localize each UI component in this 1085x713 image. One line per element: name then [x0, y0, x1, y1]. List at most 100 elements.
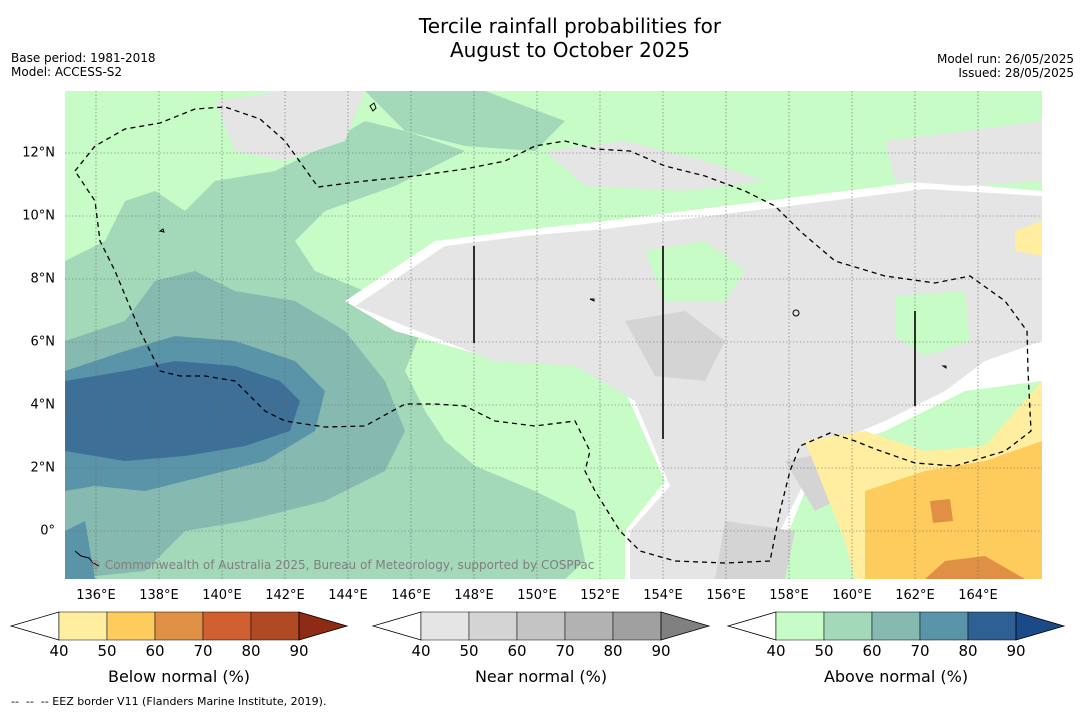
- lon-label: 164°E: [958, 588, 998, 603]
- lon-label: 140°E: [202, 588, 242, 603]
- colorbar-extend-low: [726, 611, 777, 641]
- colorbar-extend-high: [660, 611, 711, 641]
- lon-label: 144°E: [328, 588, 368, 603]
- colorbar-tick: 50: [814, 642, 834, 660]
- above-70-sw: [65, 521, 95, 579]
- below-70-south: [925, 556, 1025, 579]
- colorbar-near-normal: 40 50 60 70 80 90: [371, 611, 712, 660]
- colorbar-tick: 40: [411, 642, 431, 660]
- near-normal-region: [355, 189, 1042, 579]
- colorbar-swatch: [202, 611, 252, 641]
- boundary-lines: [473, 246, 916, 439]
- colorbar-near-label: Near normal (%): [474, 667, 608, 686]
- model-name: Model: ACCESS-S2: [11, 65, 123, 79]
- map-svg: [65, 91, 1042, 579]
- colorbar-below-label: Below normal (%): [107, 667, 251, 686]
- colorbar-tick: 40: [49, 642, 69, 660]
- colorbar-above-normal: 40 50 60 70 80 90: [726, 611, 1067, 660]
- colorbar-swatch: [106, 611, 156, 641]
- islands: [74, 102, 947, 567]
- title-line-1: Tercile rainfall probabilities for: [418, 14, 722, 38]
- colorbar-tick: 70: [193, 642, 213, 660]
- lat-label: 2°N: [30, 460, 56, 476]
- colorbar-extend-high: [298, 611, 349, 641]
- lon-label: 148°E: [454, 588, 494, 603]
- model-run: Model run: 26/05/2025: [936, 52, 1074, 66]
- lon-label: 152°E: [580, 588, 620, 603]
- lat-label: 4°N: [30, 397, 56, 413]
- colorbar-extend-low: [9, 611, 60, 641]
- colorbar-tick: 40: [766, 642, 786, 660]
- lon-label: 146°E: [391, 588, 431, 603]
- lon-label: 150°E: [517, 588, 557, 603]
- colorbar-swatch: [420, 611, 470, 641]
- colorbar-above-swatches: [726, 611, 1066, 641]
- eez-border-png: [74, 170, 771, 564]
- colorbar-swatch: [919, 611, 969, 641]
- copyright-credit: © Commonwealth of Australia 2025, Bureau…: [89, 558, 595, 572]
- colorbar-swatch: [250, 611, 300, 641]
- lat-label: 6°N: [30, 334, 56, 350]
- colorbar-extend-high: [1015, 611, 1066, 641]
- colorbar-tick: 70: [910, 642, 930, 660]
- colorbar-swatch: [612, 611, 662, 641]
- colorbar-swatch: [154, 611, 204, 641]
- issued-date: Issued: 28/05/2025: [958, 66, 1074, 80]
- colorbar-swatch: [967, 611, 1017, 641]
- lon-label: 162°E: [895, 588, 935, 603]
- colorbar-near-swatches: [371, 611, 711, 641]
- graticule: [65, 91, 1042, 579]
- colorbar-swatch: [775, 611, 825, 641]
- colorbar-extend-low: [371, 611, 422, 641]
- above-50-north: [365, 91, 565, 151]
- colorbar-swatch: [564, 611, 614, 641]
- colorbar-tick: 90: [1006, 642, 1026, 660]
- lon-label: 158°E: [769, 588, 809, 603]
- lon-label: 136°E: [76, 588, 116, 603]
- colorbar-tick: 60: [145, 642, 165, 660]
- lon-label: 138°E: [139, 588, 179, 603]
- below-60-region: [865, 441, 1042, 579]
- eez-border-palau-fsm: [74, 106, 1032, 562]
- colorbar-tick: 90: [289, 642, 309, 660]
- colorbar-swatch: [468, 611, 518, 641]
- colorbar-tick: 90: [651, 642, 671, 660]
- lat-label: 12°N: [22, 145, 55, 161]
- map-title: Tercile rainfall probabilities for Augus…: [0, 14, 1085, 62]
- base-period: Base period: 1981-2018: [11, 51, 156, 65]
- colorbar-swatch: [871, 611, 921, 641]
- lon-label: 160°E: [832, 588, 872, 603]
- lat-label: 0°: [40, 523, 55, 539]
- near-normal-dark-1: [625, 311, 725, 381]
- colorbar-tick: 50: [459, 642, 479, 660]
- colorbar-tick: 60: [507, 642, 527, 660]
- colorbar-swatch: [516, 611, 566, 641]
- above-40-blob-1: [645, 241, 745, 301]
- meta-left: Base period: 1981-2018 Model: ACCESS-S2: [11, 51, 156, 79]
- near-normal-north: [215, 91, 365, 161]
- colorbar-tick: 70: [555, 642, 575, 660]
- meta-right: Model run: 26/05/2025 Issued: 28/05/2025: [937, 52, 1074, 80]
- colorbar-below-swatches: [9, 611, 349, 641]
- colorbar-above-label: Above normal (%): [823, 667, 969, 686]
- colorbar-tick: 80: [603, 642, 623, 660]
- colorbar-swatch: [823, 611, 873, 641]
- near-normal-dark-3: [715, 521, 795, 579]
- colorbar-swatch: [58, 611, 108, 641]
- above-80-region: [65, 361, 300, 461]
- near-normal-ne: [885, 121, 1042, 186]
- below-50-ne: [1015, 221, 1042, 256]
- lat-label: 10°N: [22, 208, 55, 224]
- map-panel[interactable]: [65, 91, 1042, 579]
- colorbar-tick: 60: [862, 642, 882, 660]
- colorbar-tick: 50: [97, 642, 117, 660]
- lon-label: 156°E: [706, 588, 746, 603]
- title-line-2: August to October 2025: [449, 38, 691, 62]
- colorbar-tick: 80: [958, 642, 978, 660]
- below-70-spot: [930, 499, 953, 523]
- eez-footnote: -- -- -- EEZ border V11 (Flanders Marine…: [11, 695, 327, 708]
- lat-label: 8°N: [30, 271, 56, 287]
- lon-label: 154°E: [643, 588, 683, 603]
- colorbar-tick: 80: [241, 642, 261, 660]
- above-40-blob-2: [895, 291, 970, 356]
